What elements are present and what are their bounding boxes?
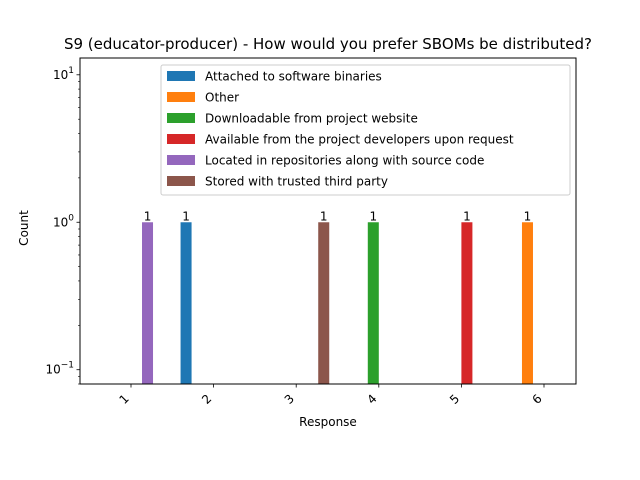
legend-swatch: [167, 92, 195, 102]
legend-entry-label: Other: [205, 91, 239, 105]
plot-frame: [79, 57, 577, 385]
legend-box: [160, 64, 571, 196]
y-tick-label: 10−1: [45, 361, 74, 377]
y-tick-label: 101: [53, 66, 74, 82]
bar-6-3: [318, 222, 330, 384]
legend-entry-label: Downloadable from project website: [205, 112, 418, 126]
bar-value-label: 1: [463, 209, 471, 223]
bar-1-2: [180, 222, 192, 384]
chart-title: S9 (educator-producer) - How would you p…: [64, 35, 592, 53]
bar-value-label: 1: [144, 209, 152, 223]
legend-entry-label: Located in repositories along with sourc…: [205, 154, 484, 168]
bar-value-label: 1: [524, 209, 532, 223]
legend-entry-label: Available from the project developers up…: [205, 133, 514, 147]
legend-swatch: [167, 176, 195, 186]
bar-2-6: [521, 222, 533, 384]
y-axis-label: Count: [17, 210, 31, 246]
bar-value-label: 1: [320, 209, 328, 223]
bar-value-label: 1: [182, 209, 190, 223]
legend-swatch: [167, 113, 195, 123]
bar-5-1: [142, 222, 154, 384]
y-tick-label: 100: [53, 213, 74, 229]
legend-swatch: [167, 134, 195, 144]
legend-swatch: [167, 71, 195, 81]
legend-entry-label: Attached to software binaries: [205, 70, 382, 84]
legend-swatch: [167, 155, 195, 165]
legend: Attached to software binaries Other Downlo…: [160, 64, 571, 196]
bar-value-label: 1: [369, 209, 377, 223]
legend-entry-label: Stored with trusted third party: [205, 175, 388, 189]
x-axis-label: Response: [299, 415, 357, 429]
bar-4-5: [461, 222, 473, 384]
bar-3-4: [367, 222, 379, 384]
